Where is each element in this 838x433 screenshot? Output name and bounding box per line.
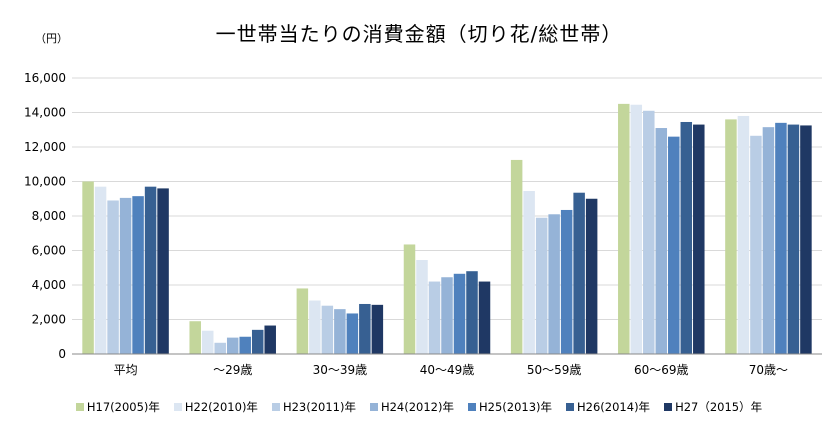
y-tick-label: 4,000 xyxy=(32,278,66,292)
bar xyxy=(585,198,598,354)
legend: H17(2005)年 H22(2010)年 H23(2011)年 H24(2012)年… xyxy=(0,399,838,415)
bar xyxy=(189,321,201,354)
y-tick-label: 14,000 xyxy=(24,106,66,120)
bar xyxy=(787,124,800,354)
bar xyxy=(416,259,428,354)
legend-item: H23(2011)年 xyxy=(271,399,356,415)
legend-label: H25(2013)年 xyxy=(479,400,553,414)
y-tick-label: 8,000 xyxy=(32,209,66,223)
bar xyxy=(321,305,334,354)
legend-label: H24(2012)年 xyxy=(380,400,454,414)
bar xyxy=(725,119,737,355)
legend-swatch xyxy=(566,403,575,411)
x-category-label: 70歳～ xyxy=(749,363,788,377)
x-category-label: 50～59歳 xyxy=(527,363,582,377)
legend-label: H22(2010)年 xyxy=(184,400,258,414)
bar xyxy=(655,128,668,354)
legend-item: H17(2005)年 xyxy=(75,399,160,415)
bar xyxy=(548,214,560,354)
bar xyxy=(668,136,680,354)
bars xyxy=(82,103,812,355)
bar xyxy=(157,188,169,354)
bar xyxy=(107,200,119,354)
bar xyxy=(453,273,466,354)
bar xyxy=(466,271,478,354)
legend-swatch xyxy=(369,403,378,411)
bar xyxy=(226,337,239,354)
legend-label: H27（2015）年 xyxy=(675,400,763,414)
bar xyxy=(251,329,264,354)
bar xyxy=(144,186,157,354)
legend-swatch xyxy=(664,403,673,411)
bar xyxy=(523,190,535,354)
bar xyxy=(762,127,775,354)
bar xyxy=(630,104,643,354)
y-tick-label: 0 xyxy=(58,347,66,361)
bar xyxy=(441,277,453,354)
x-category-label: 60～69歳 xyxy=(634,363,689,377)
legend-swatch xyxy=(173,403,182,411)
legend-label: H17(2005)年 xyxy=(86,400,160,414)
bar xyxy=(309,300,321,354)
y-axis-unit-label: （円） xyxy=(35,32,68,45)
legend-swatch xyxy=(75,403,84,411)
x-category-label: ～29歳 xyxy=(213,363,252,377)
legend-item: H22(2010)年 xyxy=(173,399,258,415)
bar xyxy=(296,288,309,354)
bar xyxy=(680,121,693,354)
bar xyxy=(371,304,384,354)
legend-label: H23(2011)年 xyxy=(282,400,356,414)
bar xyxy=(775,122,787,354)
bar xyxy=(132,196,144,354)
bar xyxy=(346,313,359,354)
bar xyxy=(643,110,655,355)
bar xyxy=(478,281,491,354)
legend-item: H24(2012)年 xyxy=(369,399,454,415)
legend-item: H26(2014)年 xyxy=(566,399,650,415)
legend-label: H26(2014)年 xyxy=(577,400,651,414)
bar xyxy=(573,192,585,354)
bar xyxy=(119,197,132,354)
bar xyxy=(750,135,762,354)
bar xyxy=(264,325,276,354)
bar xyxy=(737,115,750,354)
bar xyxy=(359,303,371,354)
bar xyxy=(428,281,441,354)
chart-title: 一世帯当たりの消費金額（切り花/総世帯） xyxy=(215,22,623,46)
y-tick-label: 12,000 xyxy=(24,140,66,154)
bar xyxy=(510,159,523,354)
bar xyxy=(618,103,630,354)
legend-item: H25(2013)年 xyxy=(468,399,552,415)
legend-swatch xyxy=(468,403,476,411)
x-category-label: 30～39歳 xyxy=(313,363,368,377)
bar xyxy=(334,309,346,354)
bar xyxy=(560,209,573,354)
legend-item: H27（2015）年 xyxy=(664,399,762,415)
y-tick-label: 2,000 xyxy=(32,313,66,327)
bar xyxy=(82,181,94,354)
y-tick-label: 6,000 xyxy=(32,244,66,258)
x-axis-category-labels: 平均 ～29歳 30～39歳 40～49歳 50～59歳 60～69歳 70歳～ xyxy=(114,363,789,377)
bar xyxy=(535,217,548,354)
bar xyxy=(239,336,251,354)
x-category-label: 40～49歳 xyxy=(420,363,475,377)
bar xyxy=(403,244,416,354)
bar xyxy=(214,342,226,354)
bar xyxy=(201,330,214,354)
legend-swatch xyxy=(271,403,280,411)
bar xyxy=(94,186,107,354)
bar xyxy=(693,124,705,354)
y-tick-label: 10,000 xyxy=(24,175,66,189)
y-axis-tick-labels: 0 2,000 4,000 6,000 8,000 10,000 12,000 14,000 1… xyxy=(24,71,66,361)
x-category-label: 平均 xyxy=(114,363,138,377)
y-tick-label: 16,000 xyxy=(24,71,66,85)
bar xyxy=(800,125,812,354)
